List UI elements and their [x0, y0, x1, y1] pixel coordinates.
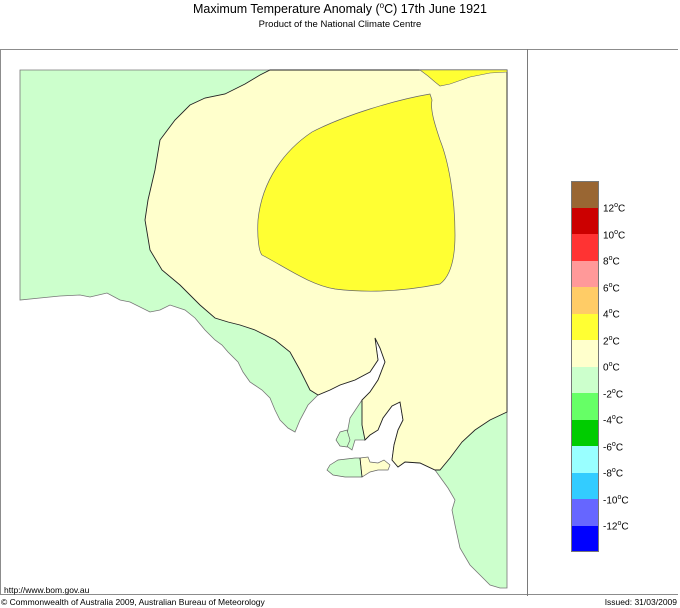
zone-2-to-4	[257, 93, 456, 292]
kangaroo-island	[326, 457, 363, 478]
legend-swatch	[571, 207, 599, 234]
copyright-notice: © Commonwealth of Australia 2009, Austra…	[1, 597, 265, 607]
legend-swatch	[571, 419, 599, 446]
legend-value: -12	[603, 521, 618, 533]
legend-value: 10	[603, 229, 615, 241]
color-legend	[571, 181, 599, 552]
legend-swatch	[571, 340, 599, 367]
legend-value: 8	[603, 256, 609, 268]
map-frame	[0, 49, 678, 595]
yorke-tip	[335, 429, 351, 448]
map-subtitle: Product of the National Climate Centre	[258, 19, 422, 30]
legend-label: 8oC	[603, 255, 620, 268]
zone-2-to-4-corner	[419, 69, 508, 87]
legend-swatch	[571, 260, 599, 287]
legend-swatch	[571, 393, 599, 420]
legend-swatch	[571, 287, 599, 314]
legend-value: 4	[603, 309, 609, 321]
frame-divider	[527, 49, 528, 596]
legend-value: -10	[603, 494, 618, 506]
legend-value: 12	[603, 203, 615, 215]
legend-label: -12oC	[603, 520, 629, 533]
legend-value: 0	[603, 362, 609, 374]
legend-label: -6oC	[603, 440, 624, 453]
kangaroo-island-east	[359, 456, 391, 478]
legend-label: 12oC	[603, 202, 626, 215]
legend-value: 6	[603, 282, 609, 294]
legend-swatch	[571, 181, 599, 208]
map-title: Maximum Temperature Anomaly (oC) 17th Ju…	[0, 1, 680, 16]
legend-value: -6	[603, 441, 612, 453]
legend-label: -8oC	[603, 467, 624, 480]
legend-swatch	[571, 499, 599, 526]
legend-swatch	[571, 313, 599, 340]
legend-value: -4	[603, 415, 612, 427]
legend-value: -8	[603, 468, 612, 480]
degree-symbol: o	[379, 1, 385, 10]
title-suffix: C) 17th June 1921	[384, 2, 487, 17]
legend-label: -10oC	[603, 493, 629, 506]
title-prefix: Maximum Temperature Anomaly (	[193, 2, 380, 17]
legend-swatch	[571, 234, 599, 261]
legend-label: 4oC	[603, 308, 620, 321]
source-url: http://www.bom.gov.au	[4, 585, 90, 595]
legend-label: -4oC	[603, 414, 624, 427]
legend-label: 2oC	[603, 334, 620, 347]
legend-swatch	[571, 446, 599, 473]
legend-label: -2oC	[603, 387, 624, 400]
state-land	[19, 69, 508, 589]
legend-label: 0oC	[603, 361, 620, 374]
legend-value: 2	[603, 335, 609, 347]
legend-value: -2	[603, 388, 612, 400]
issued-date: Issued: 31/03/2009	[604, 597, 677, 607]
legend-swatch	[571, 366, 599, 393]
legend-label: 10oC	[603, 228, 626, 241]
anomaly-map	[19, 69, 508, 589]
legend-swatch	[571, 472, 599, 499]
legend-label: 6oC	[603, 281, 620, 294]
legend-swatch	[571, 525, 599, 552]
